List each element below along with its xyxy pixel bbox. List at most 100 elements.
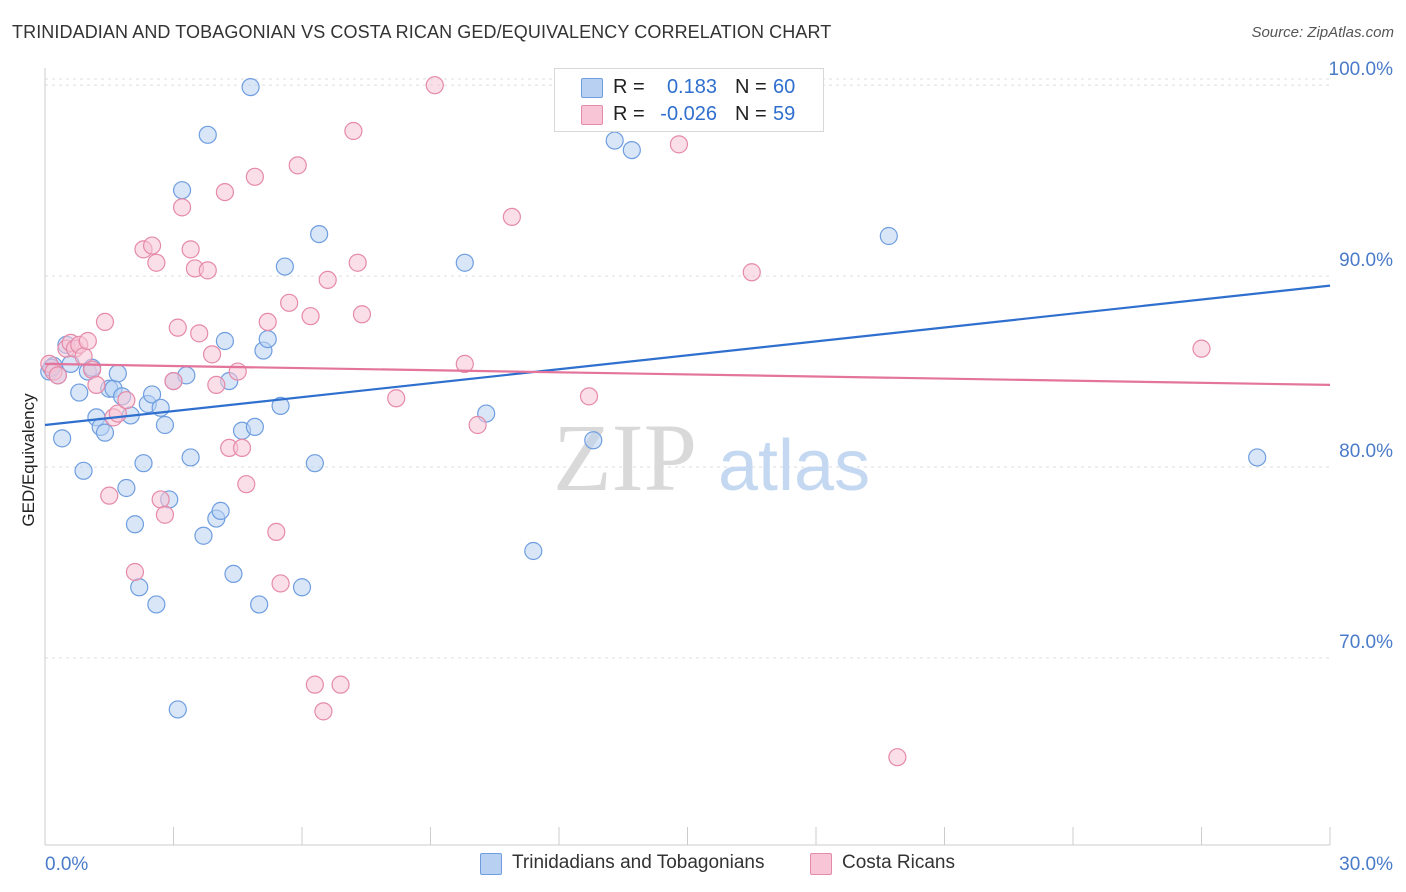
data-point-costa-rican xyxy=(215,182,234,202)
data-point-costa-rican xyxy=(579,387,599,406)
bottom-legend-swatch-pink xyxy=(810,853,832,875)
watermark-atlas: atlas xyxy=(718,426,870,506)
legend-row-costa-ricans: R = -0.026 N = 59 xyxy=(555,101,823,127)
data-point-costa-rican xyxy=(228,362,247,381)
data-point-trinidadian xyxy=(70,383,89,402)
data-point-trinidadian xyxy=(271,396,290,416)
data-point-trinidadian xyxy=(142,385,162,404)
data-point-trinidadian xyxy=(130,578,149,597)
data-point-costa-rican xyxy=(151,490,170,509)
data-point-trinidadian xyxy=(524,541,543,561)
legend-r-label: R = xyxy=(613,76,645,98)
data-point-costa-rican xyxy=(142,236,162,255)
data-point-trinidadian xyxy=(108,364,127,383)
axes xyxy=(44,68,1331,846)
data-point-trinidadian xyxy=(455,253,474,272)
y-tick-label: 100.0% xyxy=(1329,59,1394,80)
data-point-trinidadian xyxy=(292,578,312,597)
data-point-trinidadian xyxy=(241,77,260,97)
data-point-trinidadian xyxy=(194,526,213,545)
legend-r-value: 0.183 xyxy=(666,76,717,98)
series-costa-ricans-points xyxy=(40,76,1211,767)
data-point-costa-rican xyxy=(455,354,474,374)
data-point-trinidadian xyxy=(275,257,294,276)
data-point-trinidadian xyxy=(250,595,269,614)
data-point-costa-rican xyxy=(425,76,444,95)
data-point-trinidadian xyxy=(258,329,277,349)
data-point-costa-rican xyxy=(147,253,166,272)
legend-n-label: N = xyxy=(735,103,767,125)
legend-row-trinidadians: R = 0.183 N = 60 xyxy=(555,74,823,100)
data-point-costa-rican xyxy=(742,263,761,282)
data-point-costa-rican xyxy=(314,702,333,721)
data-point-costa-rican xyxy=(245,167,264,186)
data-point-trinidadian xyxy=(117,478,136,498)
data-point-costa-rican xyxy=(348,253,367,272)
data-point-costa-rican xyxy=(305,675,324,694)
data-point-trinidadian xyxy=(245,417,264,437)
data-point-trinidadian xyxy=(310,224,329,244)
x-tick-label-min: 0.0% xyxy=(45,854,88,875)
data-point-costa-rican xyxy=(117,391,136,410)
watermark: ZIP atlas xyxy=(553,404,870,511)
data-point-costa-rican xyxy=(181,240,200,259)
data-point-costa-rican xyxy=(172,198,192,217)
data-point-trinidadian xyxy=(125,515,145,534)
legend-n-label: N = xyxy=(735,76,767,98)
data-point-costa-rican xyxy=(301,307,320,326)
data-point-trinidadian xyxy=(172,181,192,200)
data-point-trinidadian xyxy=(74,461,93,480)
data-point-costa-rican xyxy=(95,312,115,332)
data-point-costa-rican xyxy=(155,505,175,524)
legend-r-value: -0.026 xyxy=(660,103,717,125)
data-point-costa-rican xyxy=(352,305,372,324)
data-point-costa-rican xyxy=(207,375,226,395)
data-point-costa-rican xyxy=(280,293,299,312)
data-point-trinidadian xyxy=(168,700,187,719)
data-point-costa-rican xyxy=(468,415,487,435)
data-point-costa-rican xyxy=(100,486,119,505)
y-tick-label: 70.0% xyxy=(1339,632,1393,653)
data-point-costa-rican xyxy=(331,675,350,694)
data-point-trinidadian xyxy=(155,415,175,435)
data-point-costa-rican xyxy=(190,324,209,343)
data-point-trinidadian xyxy=(1248,448,1267,467)
data-point-trinidadian xyxy=(224,564,243,584)
chart-title: TRINIDADIAN AND TOBAGONIAN VS COSTA RICA… xyxy=(12,22,832,42)
data-point-trinidadian xyxy=(198,125,217,144)
source-credit: Source: ZipAtlas.com xyxy=(1251,24,1394,41)
data-point-trinidadian xyxy=(95,423,115,442)
legend-r-label: R = xyxy=(613,103,645,125)
data-point-costa-rican xyxy=(198,261,217,280)
bottom-legend-swatch-blue xyxy=(480,853,502,875)
legend-n-value: 60 xyxy=(773,76,796,98)
data-point-costa-rican xyxy=(669,135,689,154)
bottom-legend-label: Trinidadians and Tobagonians xyxy=(512,852,765,873)
data-point-trinidadian xyxy=(584,431,603,450)
trend-line-trinidadians xyxy=(44,284,1331,427)
data-point-trinidadian xyxy=(181,448,200,467)
bottom-legend-label: Costa Ricans xyxy=(842,852,955,873)
watermark-zip: ZIP xyxy=(553,404,697,511)
legend-swatch-pink xyxy=(581,105,603,125)
data-point-costa-rican xyxy=(164,371,183,391)
legend-n-value: 59 xyxy=(773,103,796,125)
data-point-trinidadian xyxy=(622,140,641,160)
legend-swatch-blue xyxy=(581,78,603,98)
data-point-costa-rican xyxy=(232,438,252,458)
correlation-legend: R = 0.183 N = 60 R = -0.026 N = 59 xyxy=(554,68,824,132)
data-point-trinidadian xyxy=(147,595,166,614)
data-point-costa-rican xyxy=(237,475,256,494)
data-point-costa-rican xyxy=(202,345,222,364)
data-point-trinidadian xyxy=(215,331,234,351)
data-point-costa-rican xyxy=(78,331,97,351)
data-point-costa-rican xyxy=(271,574,290,593)
trend-line-costa-ricans xyxy=(44,362,1331,387)
data-point-costa-rican xyxy=(344,121,363,141)
x-tick-label-max: 30.0% xyxy=(1339,854,1393,875)
data-point-trinidadian xyxy=(305,454,324,473)
trend-lines xyxy=(44,284,1331,427)
data-point-trinidadian xyxy=(53,429,72,448)
data-point-costa-rican xyxy=(502,207,521,227)
